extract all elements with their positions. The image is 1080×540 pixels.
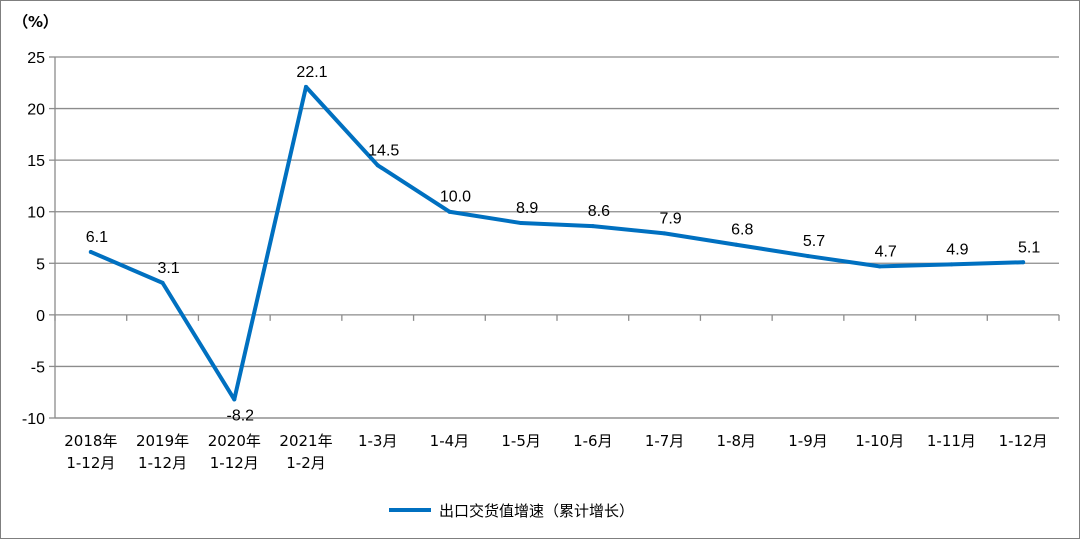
x-tick-label: 1-4月: [430, 432, 470, 450]
y-tick-label: -5: [31, 359, 45, 376]
x-tick-label: 1-9月: [788, 432, 828, 450]
data-point: [877, 264, 882, 269]
x-tick-label-line: 2019年: [136, 432, 189, 450]
y-tick-label: 15: [27, 153, 45, 170]
x-tick-label-line: 1-12月: [999, 432, 1048, 450]
data-label: 8.6: [588, 203, 610, 220]
x-tick-label-line: 1-5月: [501, 432, 541, 450]
x-tick-label-line: 1-8月: [717, 432, 757, 450]
y-tick-label: 5: [36, 256, 45, 273]
data-point: [806, 254, 810, 259]
x-tick-label: 2021年 1-2月: [279, 432, 332, 472]
data-point: [304, 84, 308, 89]
x-tick-label: 1-8月: [717, 432, 757, 450]
x-tick-label-line: 1-7月: [645, 432, 685, 450]
x-tick-label: 1-5月: [501, 432, 541, 450]
data-label: 10.0: [440, 189, 471, 206]
series-line: [88, 84, 1026, 402]
x-tick-label-line: 1-2月: [286, 454, 326, 472]
x-tick-label-line: 1-12月: [210, 454, 259, 472]
y-tick-label: 10: [27, 205, 45, 222]
data-point: [375, 163, 380, 168]
data-point: [949, 262, 954, 267]
data-label: 5.1: [1018, 239, 1040, 256]
data-point: [662, 231, 667, 236]
data-label: 5.7: [803, 233, 825, 250]
x-tick-label-line: 1-12月: [66, 454, 115, 472]
x-tick-label-line: 1-11月: [927, 432, 976, 450]
x-tick-label: 1-12月: [999, 432, 1048, 450]
y-tick-label: 0: [36, 308, 45, 325]
data-point: [447, 209, 452, 214]
data-label: 4.7: [875, 243, 897, 260]
x-tick-label-line: 1-6月: [573, 432, 613, 450]
x-axis: 2018年 1-12月 2019年 1-12月 2020年 1-12月 2021年 1-2月 1…: [54, 57, 1060, 472]
legend-label: 出口交货值增速（累计增长）: [439, 502, 634, 520]
legend: 出口交货值增速（累计增长）: [389, 502, 634, 520]
x-tick-label-line: 2020年: [208, 432, 261, 450]
x-tick-label: 1-7月: [645, 432, 685, 450]
data-label: 7.9: [659, 210, 681, 227]
y-tick-label: 25: [27, 50, 45, 67]
data-label: 4.9: [946, 241, 968, 258]
x-tick-label-line: 1-4月: [430, 432, 470, 450]
x-tick-label: 1-11月: [927, 432, 976, 450]
data-point: [734, 242, 739, 247]
data-label: 6.8: [731, 222, 753, 239]
x-tick-label: 1-10月: [855, 432, 904, 450]
data-label: 22.1: [296, 64, 327, 81]
x-tick-label-line: 1-9月: [788, 432, 828, 450]
data-label: 14.5: [368, 142, 399, 159]
x-tick-label-line: 1-12月: [138, 454, 187, 472]
data-point: [160, 280, 165, 285]
x-tick-label: 1-6月: [573, 432, 613, 450]
x-tick-label-line: 1-3月: [358, 432, 398, 450]
y-tick-label: -10: [22, 411, 45, 428]
data-point: [519, 221, 524, 226]
data-label: 6.1: [86, 229, 108, 246]
data-point: [232, 397, 237, 402]
data-point: [590, 224, 595, 229]
y-tick-label: 20: [27, 102, 45, 119]
x-tick-label-line: 1-10月: [855, 432, 904, 450]
x-tick-label: 1-3月: [358, 432, 398, 450]
gridlines: [55, 56, 1059, 419]
data-point: [1021, 260, 1026, 265]
data-point: [88, 249, 93, 254]
data-label: -8.2: [226, 407, 254, 424]
x-tick-label: 2018年 1-12月: [64, 432, 117, 472]
y-axis-ticks: 25 20 15 10 5 0 -5 -10: [22, 50, 55, 428]
x-tick-label-line: 2018年: [64, 432, 117, 450]
x-tick-label: 2019年 1-12月: [136, 432, 189, 472]
series-group: [88, 84, 1026, 402]
data-label: 3.1: [157, 260, 179, 277]
x-tick-label: 2020年 1-12月: [208, 432, 261, 472]
data-labels: 6.1 3.1 -8.2 22.1 14.5 10.0 8.9 8.6 7.9 6.8 5.7 4.7…: [86, 64, 1041, 425]
y-unit-label: （%）: [13, 13, 58, 31]
x-tick-label-line: 2021年: [279, 432, 332, 450]
data-label: 8.9: [516, 200, 538, 217]
